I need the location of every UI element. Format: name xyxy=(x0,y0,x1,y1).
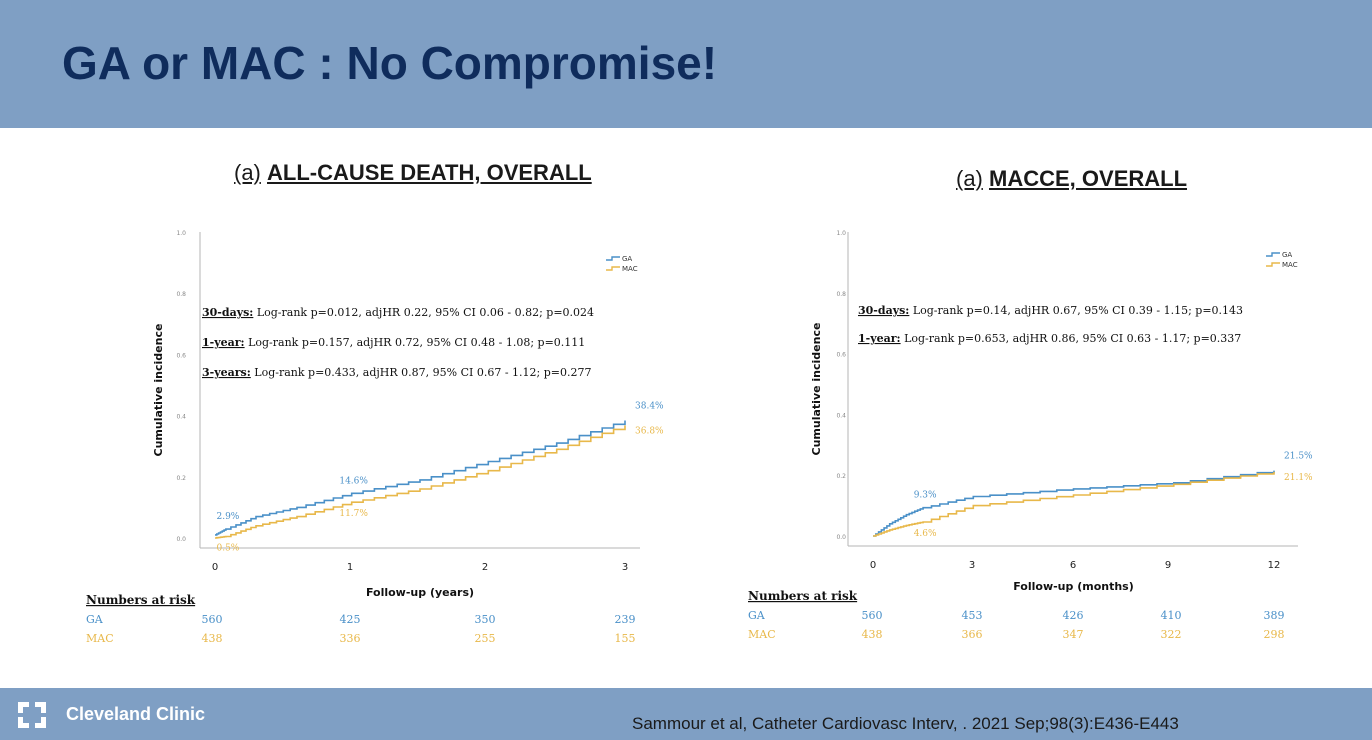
chart-1-y-tick-label: 0.4 xyxy=(176,414,186,421)
chart-2-risk-row-label: GA xyxy=(748,609,766,622)
chart-2-legend-label: MAC xyxy=(1282,261,1298,269)
chart-2-mac-data-label: 21.1% xyxy=(1284,473,1313,483)
chart-2-risk-value: 347 xyxy=(1063,628,1084,641)
chart-2-risk-value: 438 xyxy=(862,628,883,641)
chart-1-y-axis-label: Cumulative incidence xyxy=(152,324,165,457)
chart-2-y-tick-label: 0.8 xyxy=(836,291,846,298)
chart-2-y-tick-label: 0.6 xyxy=(836,352,846,359)
chart-1-ga-data-label: 14.6% xyxy=(339,476,368,486)
footer-bar: Cleveland Clinic Sammour et al, Catheter… xyxy=(0,688,1372,740)
chart-1-risk-value: 336 xyxy=(340,632,361,645)
chart-1-risk-value: 239 xyxy=(615,613,636,626)
chart-2-ga-data-label: 9.3% xyxy=(914,491,937,501)
brand-name: Cleveland Clinic xyxy=(66,704,206,724)
chart-2-risk-value: 560 xyxy=(862,609,883,622)
chart-2-x-tick-label: 3 xyxy=(969,560,975,571)
chart-1-title: (a) ALL-CAUSE DEATH, OVERALL xyxy=(234,160,592,186)
chart-2-series-ga-line xyxy=(873,470,1275,537)
chart-2-x-tick-label: 9 xyxy=(1165,560,1171,571)
chart-1-risk-value: 560 xyxy=(202,613,223,626)
chart-2-x-axis-label: Follow-up (months) xyxy=(1013,580,1134,593)
chart-1-risk-value: 255 xyxy=(475,632,496,645)
chart-2-stat-line: 30-days: Log-rank p=0.14, adjHR 0.67, 95… xyxy=(858,304,1243,317)
chart-2-prefix: (a) xyxy=(956,166,983,191)
chart-1-y-tick-label: 0.0 xyxy=(176,536,186,543)
chart-1-series-ga-line xyxy=(215,420,626,536)
page-title: GA or MAC : No Compromise! xyxy=(62,37,718,89)
chart-1-mac-data-label: 36.8% xyxy=(635,426,664,436)
chart-1-stat-line: 3-years: Log-rank p=0.433, adjHR 0.87, 9… xyxy=(202,366,592,379)
chart-1-risk-value: 425 xyxy=(340,613,361,626)
chart-1-x-tick-label: 2 xyxy=(482,562,488,573)
chart-2-y-tick-label: 0.0 xyxy=(836,534,846,541)
chart-1-series-mac-line xyxy=(215,425,626,539)
chart-1-legend-label: MAC xyxy=(622,265,638,273)
chart-2-risk-title: Numbers at risk xyxy=(748,589,858,603)
chart-2-legend-label: GA xyxy=(1282,251,1292,259)
chart-1-risk-row-label: GA xyxy=(86,613,104,626)
chart-2-risk-row-label: MAC xyxy=(748,628,776,641)
chart-1-ga-data-label: 2.9% xyxy=(216,512,239,522)
chart-1-y-tick-label: 1.0 xyxy=(176,230,186,237)
chart-1-y-tick-label: 0.6 xyxy=(176,352,186,359)
chart-2-y-tick-label: 0.2 xyxy=(836,473,846,480)
chart-2-y-tick-label: 1.0 xyxy=(836,230,846,237)
cleveland-clinic-logo-icon xyxy=(18,702,46,728)
chart-2-stat-line: 1-year: Log-rank p=0.653, adjHR 0.86, 95… xyxy=(858,332,1241,345)
chart-1-x-tick-label: 3 xyxy=(622,562,628,573)
chart-1-prefix: (a) xyxy=(234,160,261,185)
chart-2-series-mac-line xyxy=(873,471,1275,537)
chart-1-risk-row-label: MAC xyxy=(86,632,114,645)
chart-2-title: (a) MACCE, OVERALL xyxy=(956,166,1187,192)
chart-1-risk-value: 155 xyxy=(615,632,636,645)
chart-1-y-tick-label: 0.2 xyxy=(176,475,186,482)
chart-1-x-tick-label: 1 xyxy=(347,562,353,573)
chart-2-risk-value: 426 xyxy=(1063,609,1084,622)
chart-1-legend-label: GA xyxy=(622,255,632,263)
chart-1-risk-value: 350 xyxy=(475,613,496,626)
chart-2-x-tick-label: 12 xyxy=(1268,560,1281,571)
chart-2-risk-value: 366 xyxy=(962,628,983,641)
chart-1-y-tick-label: 0.8 xyxy=(176,291,186,298)
header-bar: GA or MAC : No Compromise! xyxy=(0,0,1372,128)
chart-1-risk-title: Numbers at risk xyxy=(86,593,196,607)
chart-2-x-tick-label: 6 xyxy=(1070,560,1076,571)
citation: Sammour et al, Catheter Cardiovasc Inter… xyxy=(632,714,1179,733)
chart-1-legend-swatch xyxy=(606,266,620,271)
chart-1-stat-line: 1-year: Log-rank p=0.157, adjHR 0.72, 95… xyxy=(202,336,585,349)
chart-1-x-axis-label: Follow-up (years) xyxy=(366,586,474,599)
chart-1-stat-line: 30-days: Log-rank p=0.012, adjHR 0.22, 9… xyxy=(202,306,594,319)
chart-2-risk-value: 453 xyxy=(962,609,983,622)
chart-1-ga-data-label: 38.4% xyxy=(635,401,664,411)
chart-2-y-tick-label: 0.4 xyxy=(836,412,846,419)
chart-2-legend-swatch xyxy=(1266,262,1280,267)
chart-2-risk-value: 389 xyxy=(1264,609,1285,622)
chart-2-risk-value: 298 xyxy=(1264,628,1285,641)
chart-2-risk-value: 410 xyxy=(1161,609,1182,622)
chart-1-x-tick-label: 0 xyxy=(212,562,218,573)
chart-2-mac-data-label: 4.6% xyxy=(914,529,937,539)
chart-2-ga-data-label: 21.5% xyxy=(1284,452,1313,462)
chart-1-title-text: ALL-CAUSE DEATH, OVERALL xyxy=(267,160,592,185)
chart-2-risk-value: 322 xyxy=(1161,628,1182,641)
chart-1-legend-swatch xyxy=(606,256,620,261)
chart-1-mac-data-label: 11.7% xyxy=(339,509,368,519)
chart-1-risk-value: 438 xyxy=(202,632,223,645)
chart-2-legend-swatch xyxy=(1266,252,1280,257)
chart-2-y-axis-label: Cumulative incidence xyxy=(810,323,823,456)
chart-2-title-text: MACCE, OVERALL xyxy=(989,166,1188,191)
chart-1-mac-data-label: 0.5% xyxy=(216,543,239,553)
chart-2-x-tick-label: 0 xyxy=(870,560,876,571)
